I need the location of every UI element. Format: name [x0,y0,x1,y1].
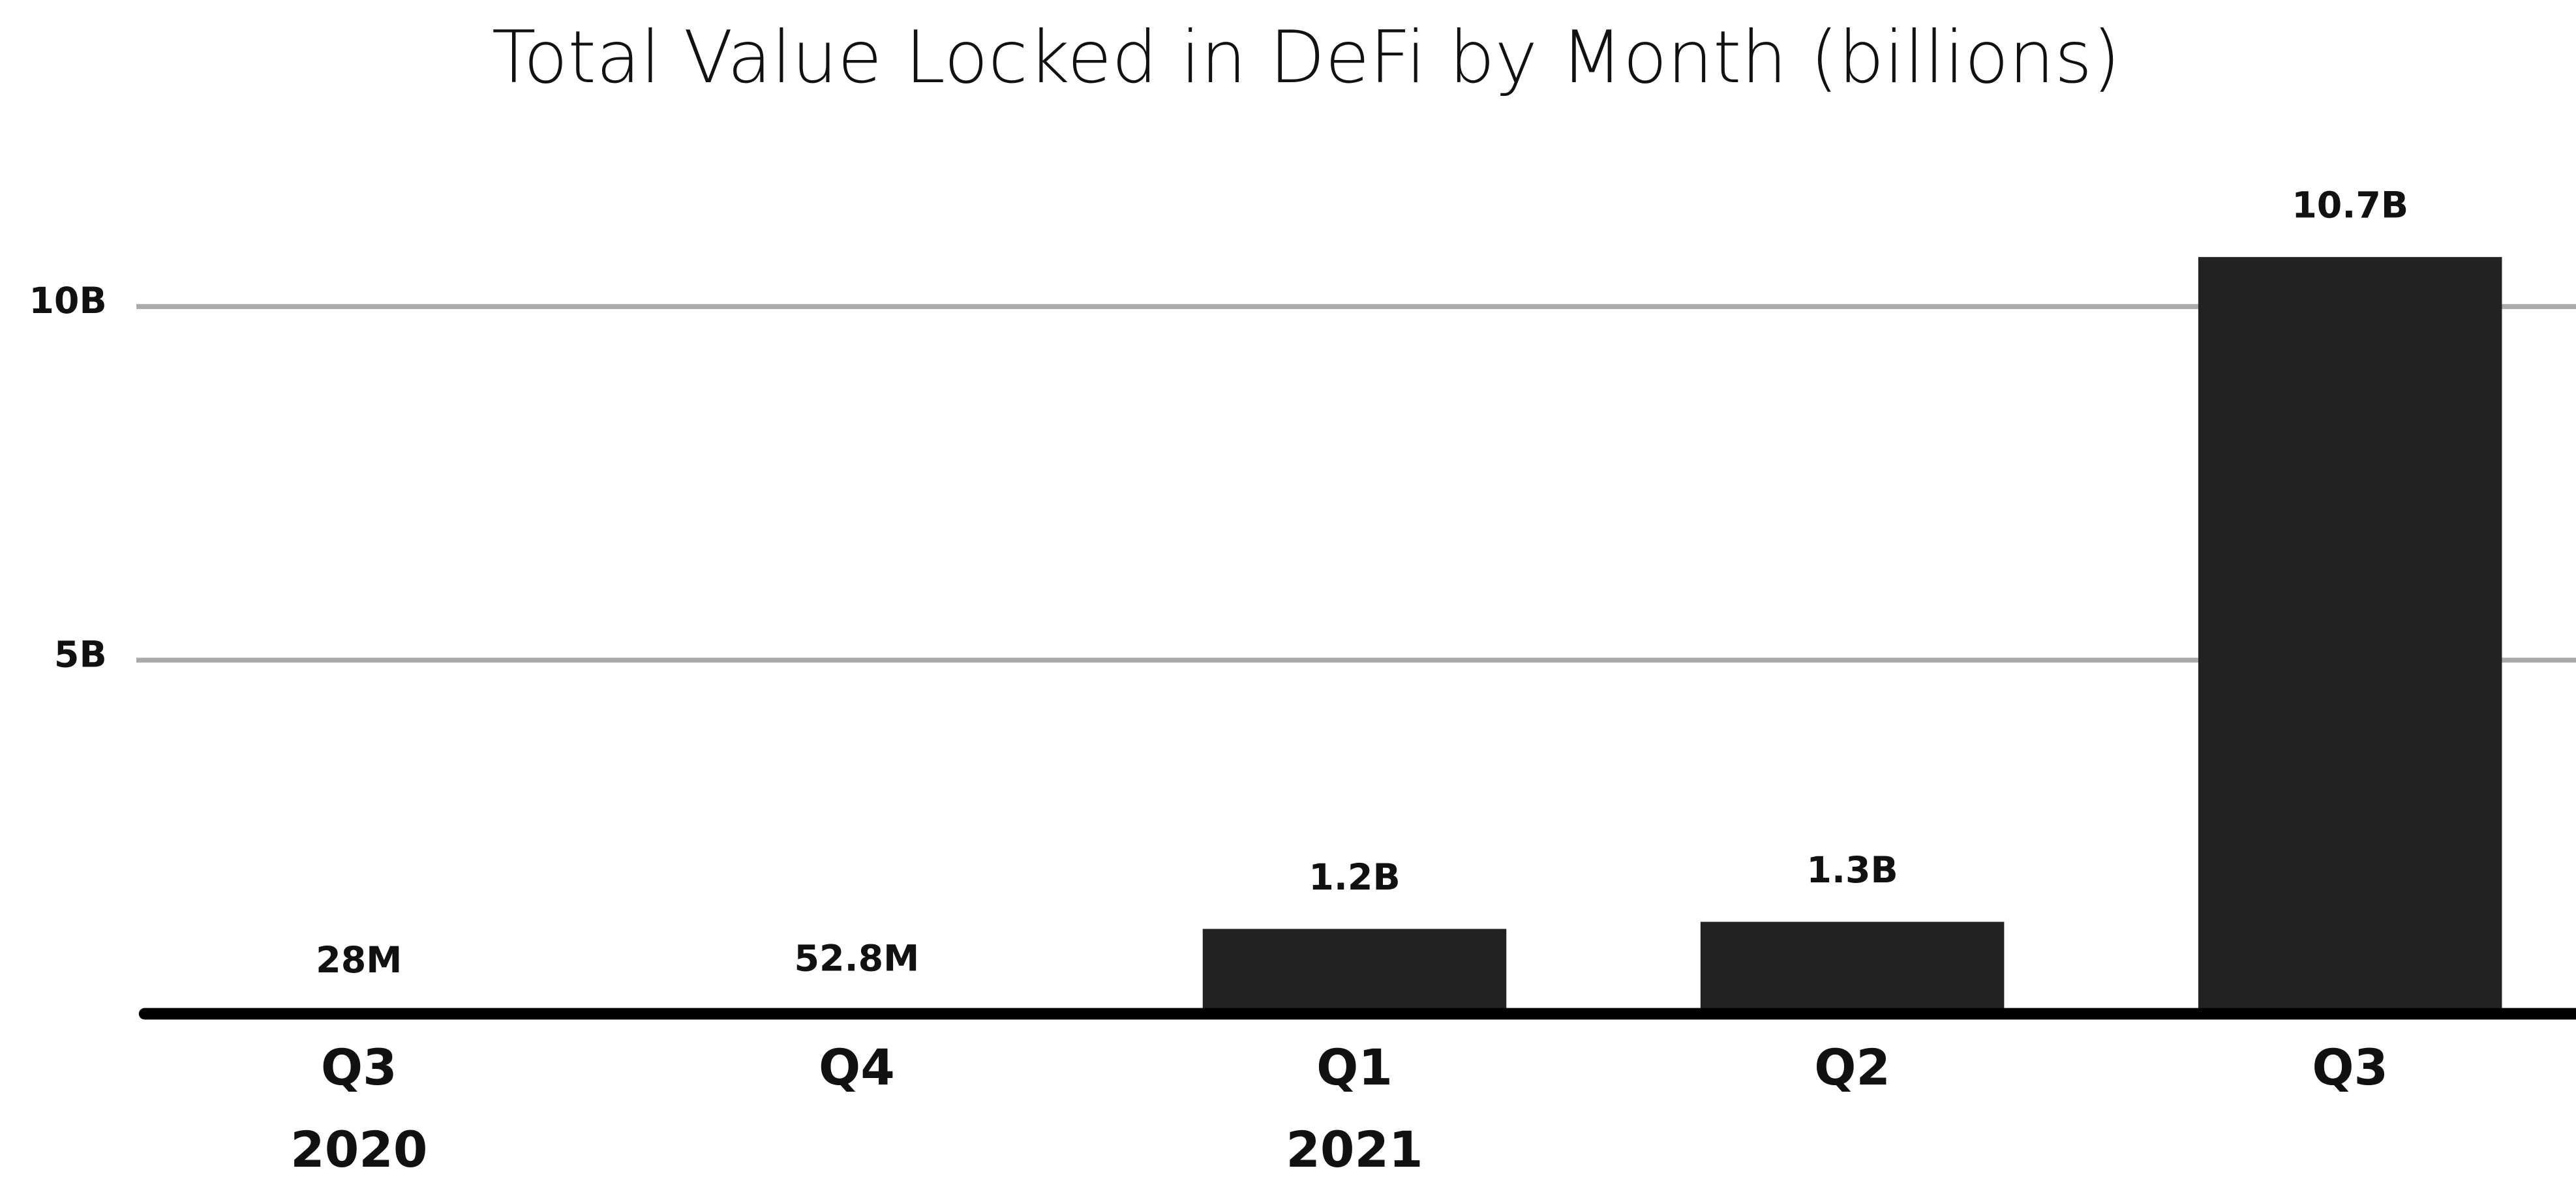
value-label: 28M [316,940,402,981]
year-label: 2021 [1286,1121,1423,1178]
bar [1700,921,2005,1014]
value-label: 52.8M [794,938,919,980]
x-tick-label: Q1 [1316,1039,1393,1096]
x-tick-label: Q2 [1814,1039,1890,1096]
x-tick-label: Q3 [2312,1039,2388,1096]
year-label: 2020 [290,1121,427,1178]
value-label: 10.7B [2292,185,2408,227]
bar [1202,929,1507,1014]
y-tick-label: 10B [29,280,106,322]
chart-title: Total Value Locked in DeFi by Month (bil… [492,16,2121,100]
value-label: 1.2B [1309,857,1400,899]
bar [2198,257,2502,1014]
x-tick-label: Q3 [321,1039,397,1096]
y-tick-label: 5B [54,634,107,676]
x-tick-label: Q4 [819,1039,895,1096]
value-label: 1.3B [1806,850,1898,891]
